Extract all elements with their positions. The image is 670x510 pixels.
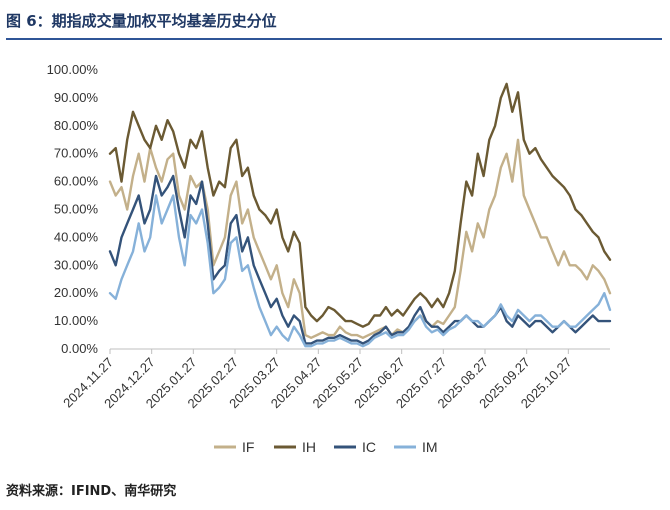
y-tick-label: 80.00% [54,118,99,133]
title-rule [6,38,662,40]
y-tick-label: 10.00% [54,313,99,328]
legend-label-ih: IH [302,439,316,455]
basis-percentile-line-chart: 0.00% 10.00% 20.00% 30.00% 40.00% 50.00% 60.00… [47,62,612,455]
legend-label-ic: IC [362,439,376,455]
legend-label-if: IF [242,439,254,455]
figure-title: 图 6：期指成交量加权平均基差历史分位 [6,12,277,30]
series-line-if [108,138,612,339]
axes: 0.00% 10.00% 20.00% 30.00% 40.00% 50.00% 60.00… [47,62,610,411]
legend-label-im: IM [422,439,438,455]
y-tick-label: 90.00% [54,90,99,105]
series-line-ic [108,174,612,345]
series-line-ih [108,82,612,328]
y-tick-label: 60.00% [54,174,99,189]
y-tick-label: 70.00% [54,146,99,161]
source-note: 资料来源：IFIND、南华研究 [6,484,177,499]
y-tick-label: 0.00% [61,341,98,356]
y-tick-label: 40.00% [54,229,99,244]
legend: IF IH IC IM [214,439,438,455]
y-tick-label: 20.00% [54,285,99,300]
y-tick-label: 50.00% [54,202,99,217]
y-tick-label: 100.00% [47,62,99,77]
series-line-im [108,194,612,348]
y-tick-label: 30.00% [54,257,99,272]
series-layer [108,82,612,348]
